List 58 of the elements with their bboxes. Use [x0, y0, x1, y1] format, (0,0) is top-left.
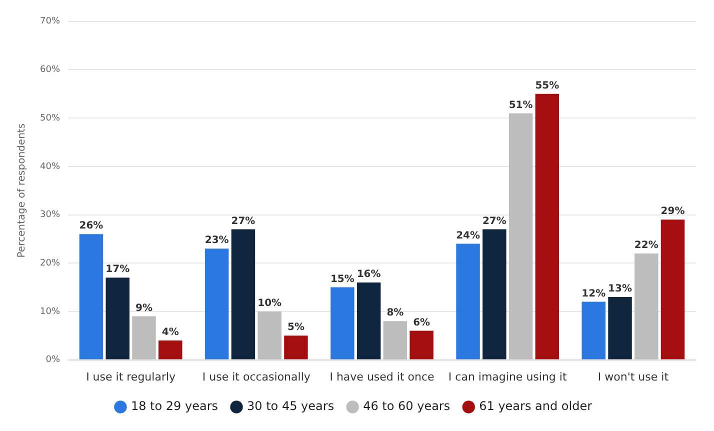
data-label: 6%: [413, 317, 430, 328]
y-tick-label: 50%: [40, 113, 60, 124]
data-label: 27%: [482, 216, 506, 227]
bar: [284, 336, 308, 360]
legend-label: 46 to 60 years: [363, 399, 450, 414]
bar: [634, 253, 658, 360]
data-label: 10%: [258, 298, 282, 310]
bar: [482, 229, 506, 360]
bar: [508, 113, 533, 360]
data-label: 4%: [162, 327, 179, 338]
y-axis-title: Percentage of respondents: [16, 123, 28, 258]
bar: [204, 248, 229, 360]
y-tick-label: 20%: [40, 258, 60, 268]
bar: [330, 287, 354, 360]
data-label: 8%: [386, 308, 404, 319]
data-label: 55%: [535, 80, 560, 92]
bar: [231, 229, 256, 360]
data-label: 23%: [204, 235, 229, 246]
data-label: 5%: [287, 322, 304, 334]
y-tick-label: 10%: [40, 306, 60, 317]
y-tick-label: 30%: [40, 210, 60, 220]
x-tick-label: I use it regularly: [86, 370, 176, 384]
data-label: 15%: [330, 274, 354, 285]
bar: [410, 330, 434, 360]
bar: [383, 321, 408, 360]
legend-label: 61 years and older: [479, 399, 592, 414]
data-label: 29%: [660, 206, 685, 218]
bar: [356, 282, 381, 360]
y-tick-label: 0%: [46, 355, 60, 366]
y-tick-label: 70%: [40, 16, 60, 27]
data-label: 16%: [356, 269, 381, 280]
data-label: 51%: [508, 100, 533, 111]
data-label: 9%: [136, 302, 152, 314]
bar: [608, 296, 632, 360]
x-tick-label: I can imagine using it: [448, 370, 568, 384]
bar: [535, 94, 560, 360]
data-label: 26%: [79, 220, 104, 232]
data-label: 12%: [582, 288, 606, 300]
bar: [582, 302, 606, 360]
bar: [79, 234, 104, 360]
x-tick-label: I have used it once: [330, 370, 435, 384]
y-tick-label: 40%: [40, 162, 60, 172]
data-label: 17%: [106, 264, 130, 276]
data-label: 13%: [608, 284, 632, 295]
bar: [106, 278, 130, 360]
bar: [158, 340, 182, 360]
x-tick-label: I use it occasionally: [202, 370, 311, 384]
bar: [258, 311, 282, 360]
bar: [660, 220, 685, 360]
y-tick-label: 60%: [40, 65, 60, 76]
bar: [456, 244, 480, 360]
bar: [132, 316, 156, 360]
data-label: 22%: [634, 240, 658, 252]
data-label: 24%: [456, 230, 480, 242]
x-tick-label: I won't use it: [598, 370, 670, 384]
legend-label: 30 to 45 years: [247, 399, 334, 414]
data-label: 27%: [231, 216, 256, 227]
legend-label: 18 to 29 years: [130, 399, 218, 414]
